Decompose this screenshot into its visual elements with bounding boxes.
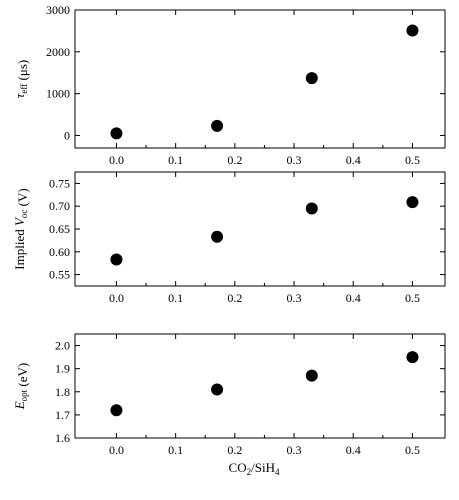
x-tick-label: 0.0 — [109, 291, 124, 305]
data-point — [211, 383, 224, 396]
y-tick-label: 0.70 — [49, 199, 70, 213]
x-tick-label: 0.1 — [168, 153, 183, 167]
x-tick-label: 0.1 — [168, 443, 183, 457]
x-tick-label: 0.1 — [168, 291, 183, 305]
y-axis-label: τeff (μs) — [12, 60, 30, 98]
y-tick-label: 1.8 — [55, 385, 70, 399]
y-tick-label: 1.7 — [55, 408, 70, 422]
data-point — [211, 119, 224, 132]
data-point — [211, 230, 224, 243]
y-tick-label: 1.6 — [55, 431, 70, 445]
x-tick-label: 0.4 — [346, 291, 361, 305]
data-point — [406, 351, 419, 364]
y-tick-label: 0.65 — [49, 222, 70, 236]
x-tick-label: 0.2 — [227, 153, 242, 167]
y-tick-label: 0 — [64, 128, 70, 142]
data-point — [305, 202, 318, 215]
panel-1: 0.0 0.1 0.2 0.3 0.4 0.5 0 1000 2000 3000 τeff (μs) — [12, 3, 446, 167]
x-tick-label: 0.3 — [287, 291, 302, 305]
x-tick-label: 0.4 — [346, 443, 361, 457]
y-tick-label: 2.0 — [55, 339, 70, 353]
y-tick-label: 3000 — [46, 3, 70, 17]
x-tick-label: 0.2 — [227, 443, 242, 457]
y-tick-label: 1000 — [46, 87, 70, 101]
x-tick-label: 0.4 — [346, 153, 361, 167]
data-point — [305, 72, 318, 85]
data-point — [305, 369, 318, 382]
x-tick-label: 0.0 — [109, 153, 124, 167]
x-tick-label: 0.3 — [287, 443, 302, 457]
y-tick-label: 0.60 — [49, 245, 70, 259]
y-tick-label: 0.55 — [49, 268, 70, 282]
data-point — [110, 253, 123, 266]
x-tick-label: 0.0 — [109, 443, 124, 457]
plot-frame — [74, 333, 446, 439]
plot-frame — [74, 171, 446, 287]
plot-frame — [74, 9, 446, 149]
x-axis-label: CO2/SiH4 — [229, 460, 280, 477]
data-point — [406, 196, 419, 209]
x-tick-label: 0.3 — [287, 153, 302, 167]
data-point — [406, 24, 419, 37]
data-point — [110, 404, 123, 417]
panel-2: 0.0 0.1 0.2 0.3 0.4 0.5 0.55 0.60 0.65 0.70 0.75 Im… — [12, 171, 446, 305]
x-tick-label: 0.2 — [227, 291, 242, 305]
y-tick-label: 0.75 — [49, 176, 70, 190]
x-tick-label: 0.5 — [405, 443, 420, 457]
x-tick-label: 0.5 — [405, 291, 420, 305]
y-tick-label: 2000 — [46, 45, 70, 59]
data-point — [110, 127, 123, 140]
x-tick-label: 0.5 — [405, 153, 420, 167]
y-tick-label: 1.9 — [55, 362, 70, 376]
y-axis-label: Implied Voc (V) — [12, 188, 30, 269]
y-axis-label: Eopt (eV) — [12, 363, 30, 411]
panel-3: 0.0 0.1 0.2 0.3 0.4 0.5 1.6 1.7 1.8 1.9 2.0 Eopt (e… — [12, 333, 446, 457]
